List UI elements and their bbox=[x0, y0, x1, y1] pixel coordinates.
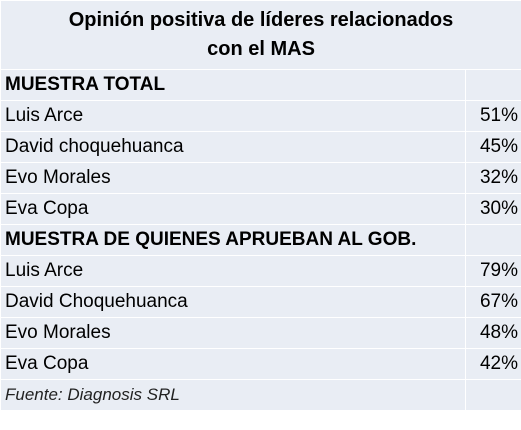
leader-name: Eva Copa bbox=[0, 193, 466, 225]
table-row: Evo Morales 48% bbox=[0, 317, 521, 349]
table-row: Luis Arce 51% bbox=[0, 100, 521, 132]
leader-value: 30% bbox=[464, 193, 521, 225]
leader-name: Eva Copa bbox=[0, 348, 466, 380]
leader-value: 48% bbox=[464, 317, 521, 349]
leader-value: 42% bbox=[464, 348, 521, 380]
opinion-table-sheet: Opinión positiva de líderes relacionados… bbox=[0, 0, 521, 411]
table-row: Evo Morales 32% bbox=[0, 162, 521, 194]
section-header-row: MUESTRA DE QUIENES APRUEBAN AL GOB. bbox=[0, 224, 521, 256]
leader-name: David choquehuanca bbox=[0, 131, 466, 163]
leader-name: Luis Arce bbox=[0, 100, 466, 132]
leader-name: Luis Arce bbox=[0, 255, 466, 287]
table-row: David Choquehuanca 67% bbox=[0, 286, 521, 318]
leader-name: Evo Morales bbox=[0, 317, 466, 349]
leader-value: 79% bbox=[464, 255, 521, 287]
section-value-empty bbox=[464, 224, 521, 256]
opinion-table: Opinión positiva de líderes relacionados… bbox=[0, 0, 521, 411]
leader-name: Evo Morales bbox=[0, 162, 466, 194]
table-title: Opinión positiva de líderes relacionados… bbox=[0, 0, 521, 70]
table-body: Opinión positiva de líderes relacionados… bbox=[0, 0, 521, 411]
table-row: David choquehuanca 45% bbox=[0, 131, 521, 163]
table-row: Eva Copa 30% bbox=[0, 193, 521, 225]
section-label: MUESTRA TOTAL bbox=[0, 69, 466, 101]
title-line-2: con el MAS bbox=[207, 38, 315, 60]
section-header-row: MUESTRA TOTAL bbox=[0, 69, 521, 101]
leader-name: David Choquehuanca bbox=[0, 286, 466, 318]
table-row: Luis Arce 79% bbox=[0, 255, 521, 287]
table-row: Eva Copa 42% bbox=[0, 348, 521, 380]
leader-value: 51% bbox=[464, 100, 521, 132]
source-note: Fuente: Diagnosis SRL bbox=[0, 379, 466, 411]
leader-value: 45% bbox=[464, 131, 521, 163]
title-line-1: Opinión positiva de líderes relacionados bbox=[68, 9, 454, 31]
title-row: Opinión positiva de líderes relacionados… bbox=[0, 0, 521, 70]
source-value-empty bbox=[464, 379, 521, 411]
leader-value: 32% bbox=[464, 162, 521, 194]
source-row: Fuente: Diagnosis SRL bbox=[0, 379, 521, 411]
section-label: MUESTRA DE QUIENES APRUEBAN AL GOB. bbox=[0, 224, 466, 256]
section-value-empty bbox=[464, 69, 521, 101]
leader-value: 67% bbox=[464, 286, 521, 318]
